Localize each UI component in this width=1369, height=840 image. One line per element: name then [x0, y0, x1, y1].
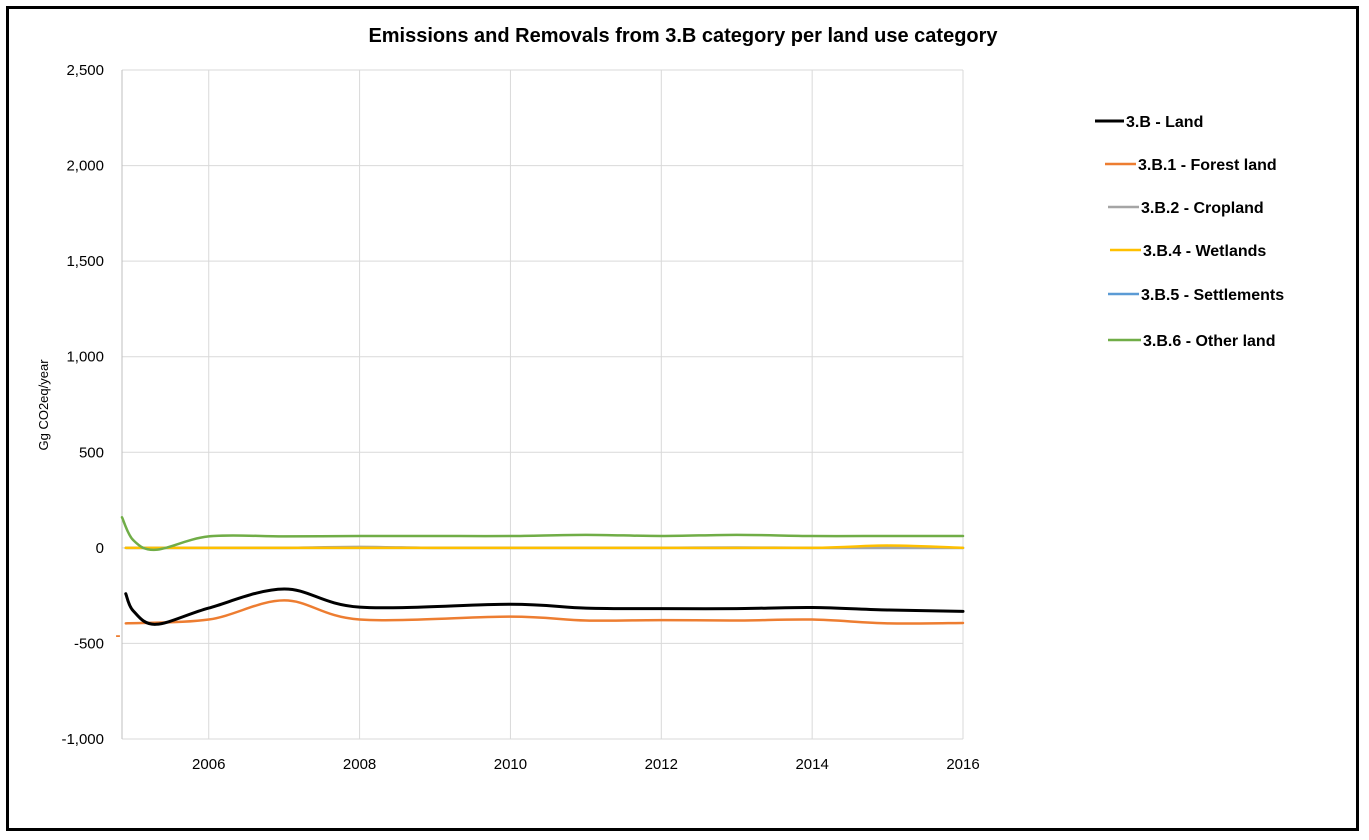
y-tick-label: 2,000 [66, 158, 104, 175]
y-tick-label: 500 [79, 444, 104, 461]
y-tick-label: 2,500 [66, 62, 104, 79]
legend-label-3-b-land: 3.B - Land [1126, 114, 1203, 131]
x-tick-label: 2012 [645, 756, 678, 773]
series-line-3-b-6-other-land [120, 516, 965, 552]
legend-label-3-b-2-cropland: 3.B.2 - Cropland [1141, 200, 1264, 217]
legend-label-3-b-6-other-land: 3.B.6 - Other land [1143, 333, 1275, 350]
series-line-3-b-4-wetlands [124, 544, 965, 550]
annotation-mark: - [116, 627, 121, 644]
series-lines: - [116, 516, 965, 644]
axes: -1,000 -500 0 500 1,000 1,500 2,000 2,500 2006 20… [61, 62, 979, 773]
y-tick-label: 0 [96, 540, 104, 557]
y-axis-label: Gg CO2eq/year [36, 359, 51, 451]
y-tick-label: -1,000 [61, 731, 104, 748]
chart-frame [6, 6, 1359, 831]
x-tick-label: 2010 [494, 756, 527, 773]
series-line-3-b-1-forest-land [124, 599, 965, 625]
y-tick-label: 1,500 [66, 253, 104, 270]
x-tick-label: 2014 [795, 756, 828, 773]
series-line-3-b-land [124, 587, 965, 626]
y-tick-label: 1,000 [66, 349, 104, 366]
x-tick-label: 2006 [192, 756, 225, 773]
y-tick-label: -500 [74, 635, 104, 652]
x-tick-label: 2008 [343, 756, 376, 773]
chart-title: Emissions and Removals from 3.B category… [368, 25, 998, 47]
legend: 3.B - Land 3.B.1 - Forest land 3.B.2 - Cro… [1095, 114, 1284, 350]
x-tick-label: 2016 [946, 756, 979, 773]
legend-label-3-b-4-wetlands: 3.B.4 - Wetlands [1143, 243, 1266, 260]
legend-label-3-b-5-settlements: 3.B.5 - Settlements [1141, 287, 1284, 304]
grid-lines [122, 69, 964, 740]
legend-label-3-b-1-forest-land: 3.B.1 - Forest land [1138, 157, 1277, 174]
